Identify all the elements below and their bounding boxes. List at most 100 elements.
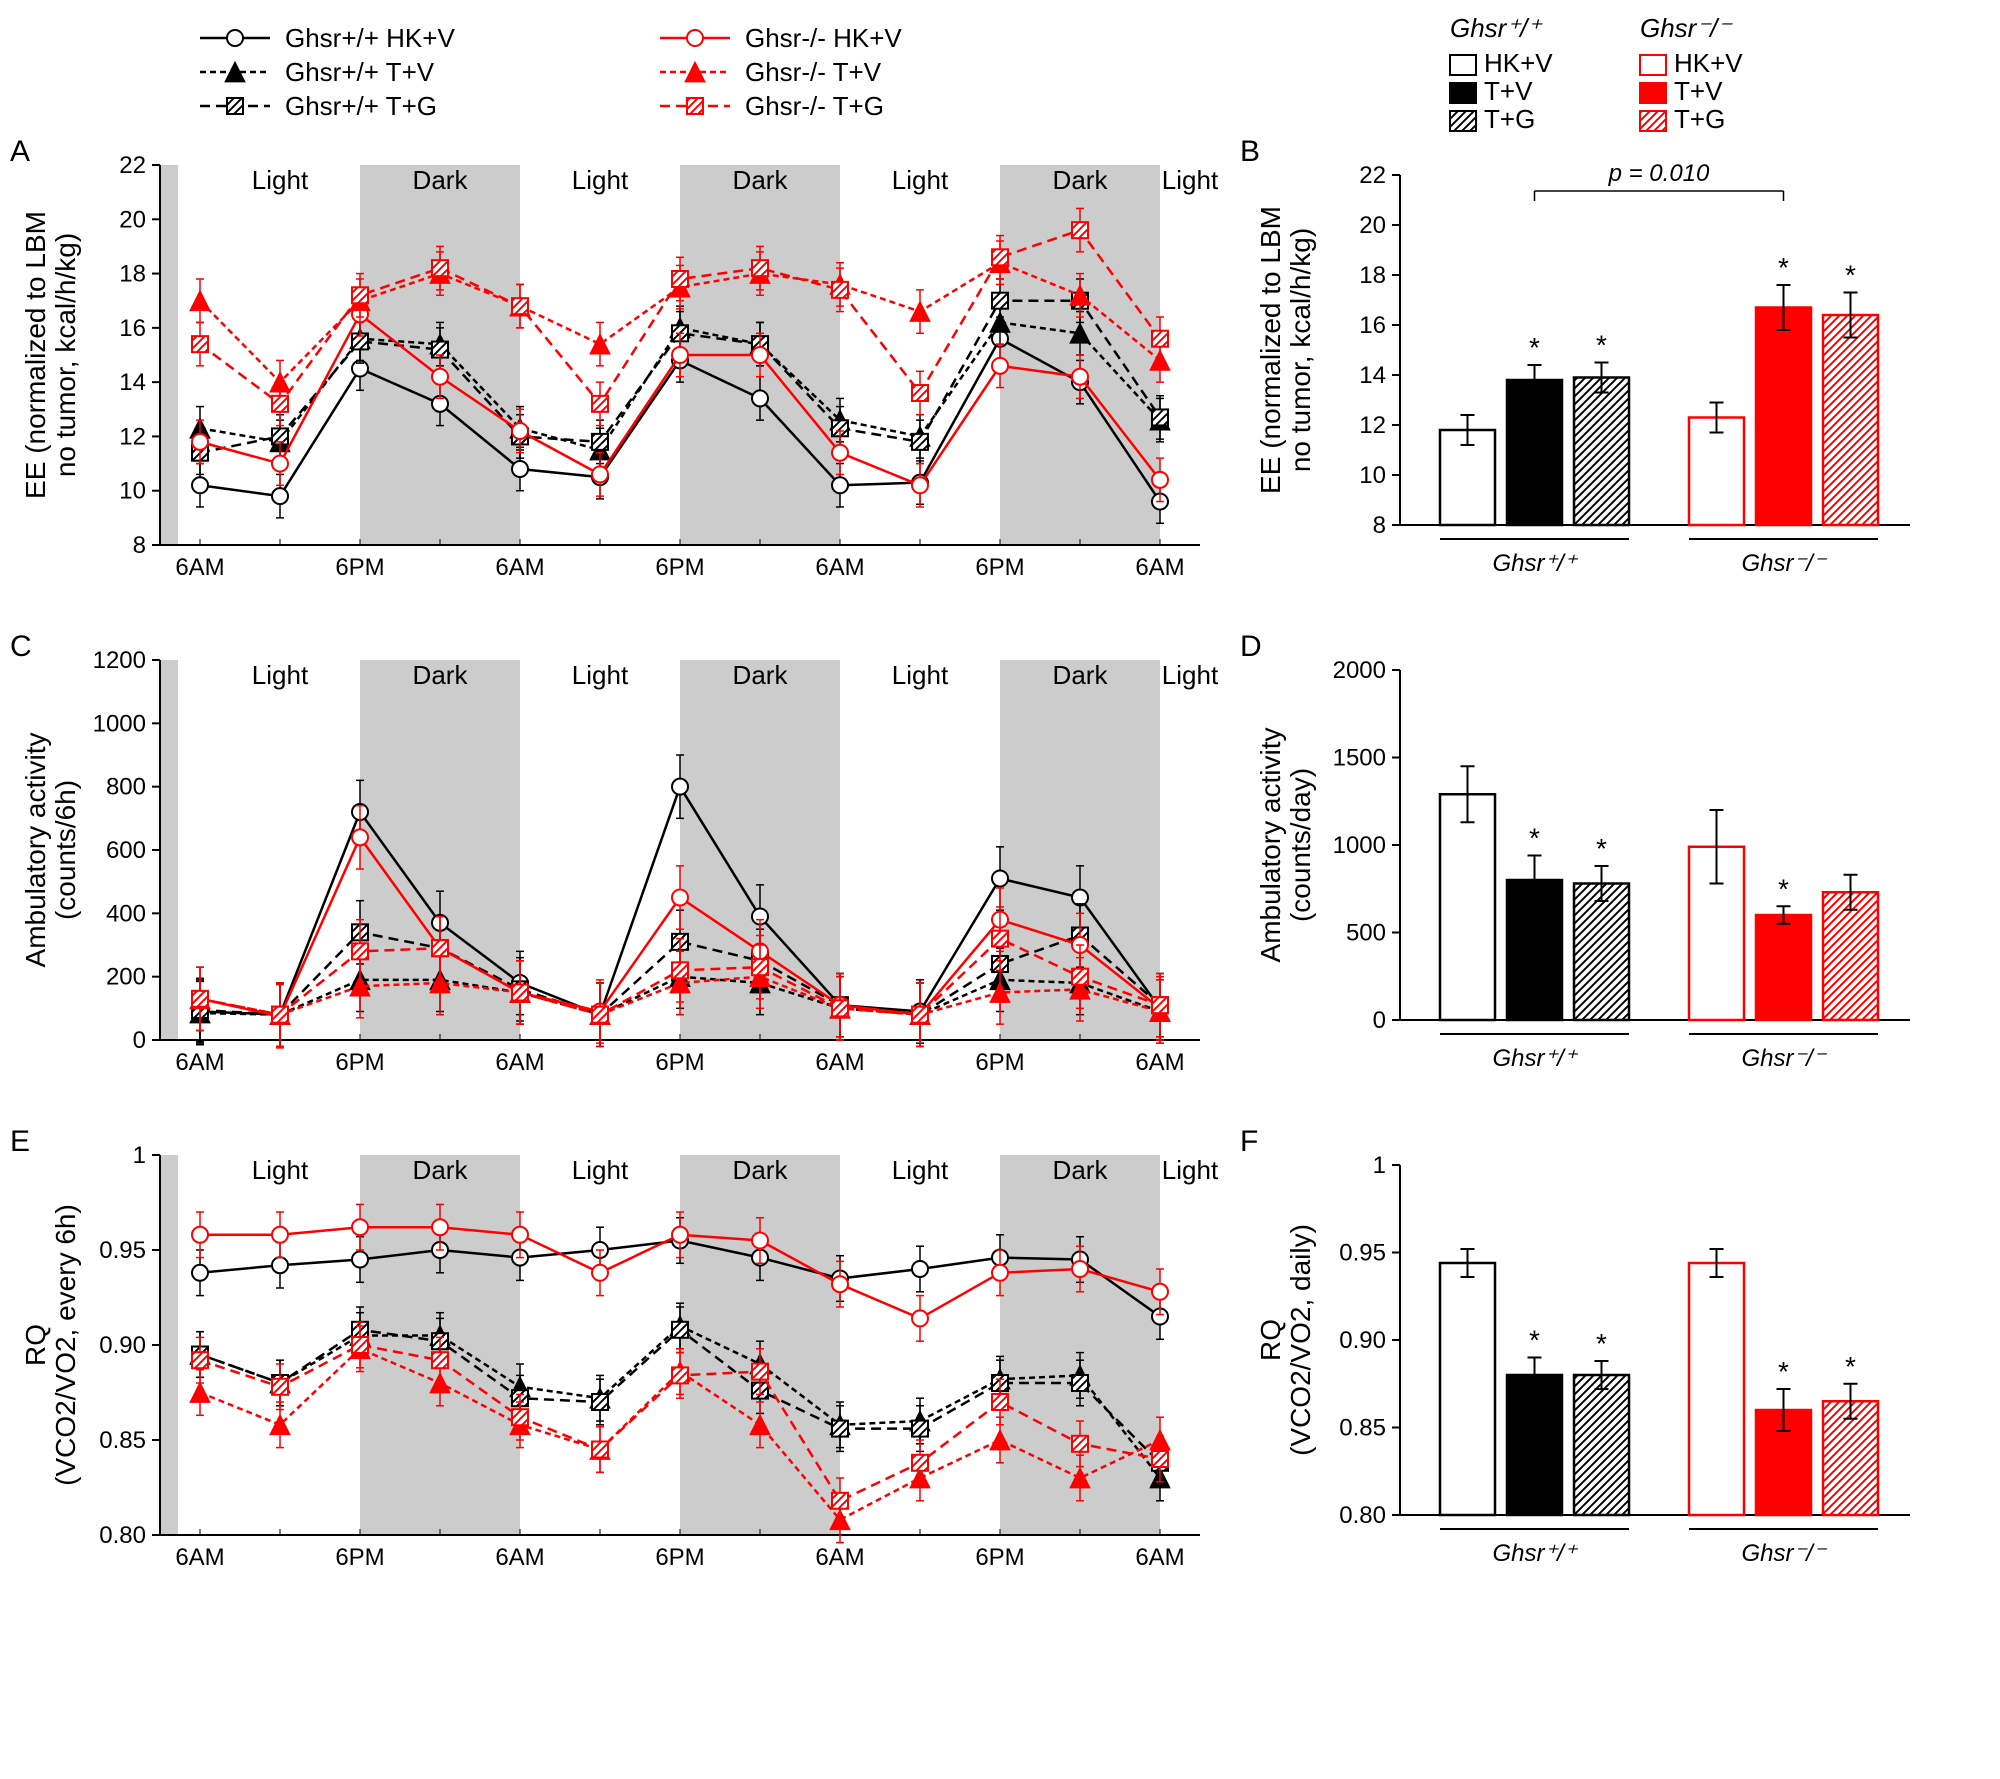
svg-text:0.90: 0.90 [99,1332,146,1359]
svg-text:HK+V: HK+V [1674,48,1743,78]
svg-text:Light: Light [252,165,309,195]
svg-text:Light: Light [572,165,629,195]
svg-text:T+G: T+G [1484,104,1535,134]
panel-label-A: A [10,135,30,169]
svg-text:8: 8 [133,532,146,559]
svg-text:6PM: 6PM [975,1544,1024,1571]
svg-text:Light: Light [252,1155,309,1185]
svg-text:Dark: Dark [733,1155,789,1185]
svg-text:Ghsr+/+ HK+V: Ghsr+/+ HK+V [285,23,455,53]
panel-label-F: F [1240,1125,1258,1159]
svg-text:0.85: 0.85 [99,1427,146,1454]
svg-text:22: 22 [119,152,146,179]
svg-text:6AM: 6AM [495,554,544,581]
svg-text:Dark: Dark [1053,1155,1109,1185]
svg-text:1000: 1000 [1333,832,1386,859]
svg-text:6AM: 6AM [1135,554,1184,581]
svg-text:0.95: 0.95 [99,1237,146,1264]
panel-B: Ghsr⁺/⁺Ghsr⁻/⁻HK+VHK+VT+VT+VT+GT+G B 810… [1250,145,1930,610]
svg-text:Ghsr⁻/⁻: Ghsr⁻/⁻ [1741,1045,1827,1072]
svg-text:6AM: 6AM [815,1049,864,1076]
svg-text:800: 800 [106,774,146,801]
svg-text:Ghsr⁻/⁻: Ghsr⁻/⁻ [1741,1540,1827,1567]
panel-F: F 0.800.850.900.951****Ghsr⁺/⁺Ghsr⁻/⁻RQ(… [1250,1135,1930,1600]
svg-text:Ghsr⁺/⁺: Ghsr⁺/⁺ [1492,1540,1578,1567]
panel-D: D 0500100015002000***Ghsr⁺/⁺Ghsr⁻/⁻Ambul… [1250,640,1930,1105]
svg-text:0.95: 0.95 [1339,1240,1386,1267]
panel-label-C: C [10,630,32,664]
svg-text:10: 10 [119,478,146,505]
svg-text:6AM: 6AM [495,1049,544,1076]
svg-text:12: 12 [1359,412,1386,439]
svg-text:Dark: Dark [1053,660,1109,690]
svg-text:0: 0 [133,1027,146,1054]
svg-text:8: 8 [1373,512,1386,539]
svg-text:Light: Light [892,660,949,690]
svg-text:22: 22 [1359,162,1386,189]
svg-text:T+V: T+V [1484,76,1533,106]
svg-text:*: * [1596,1328,1607,1359]
svg-text:Dark: Dark [733,165,789,195]
svg-text:400: 400 [106,900,146,927]
svg-text:T+V: T+V [1674,76,1723,106]
svg-text:Ghsr-/- T+V: Ghsr-/- T+V [745,57,882,87]
svg-text:18: 18 [119,261,146,288]
svg-text:6PM: 6PM [655,1049,704,1076]
svg-text:1: 1 [1373,1152,1386,1179]
svg-text:EE (normalized to LBMno tumor,: EE (normalized to LBMno tumor, kcal/h/kg… [1255,206,1316,494]
svg-text:Dark: Dark [413,660,469,690]
svg-text:Ghsr-/- HK+V: Ghsr-/- HK+V [745,23,902,53]
panel-label-E: E [10,1125,30,1159]
panel-A: A 8101214161820226AM6PM6AM6PM6AM6PM6AMLi… [20,145,1220,610]
svg-text:RQ(VCO2/VO2, every 6h): RQ(VCO2/VO2, every 6h) [20,1204,81,1486]
svg-text:2000: 2000 [1333,657,1386,684]
svg-text:1: 1 [133,1142,146,1169]
svg-text:Light: Light [892,165,949,195]
svg-text:500: 500 [1346,920,1386,947]
svg-text:6PM: 6PM [335,1049,384,1076]
svg-text:Ghsr⁺/⁺: Ghsr⁺/⁺ [1492,1045,1578,1072]
panel-label-B: B [1240,135,1260,169]
svg-text:Dark: Dark [413,165,469,195]
svg-text:Light: Light [1162,165,1219,195]
svg-text:6AM: 6AM [1135,1049,1184,1076]
svg-text:*: * [1529,1325,1540,1356]
svg-text:6PM: 6PM [975,1049,1024,1076]
svg-text:6PM: 6PM [655,554,704,581]
svg-text:*: * [1845,260,1856,291]
svg-text:0.85: 0.85 [1339,1415,1386,1442]
svg-text:16: 16 [119,315,146,342]
svg-text:1000: 1000 [93,710,146,737]
svg-text:1500: 1500 [1333,745,1386,772]
svg-text:6AM: 6AM [175,1049,224,1076]
svg-text:0.90: 0.90 [1339,1327,1386,1354]
svg-text:6PM: 6PM [335,1544,384,1571]
svg-text:600: 600 [106,837,146,864]
svg-text:Ghsr+/+ T+G: Ghsr+/+ T+G [285,91,437,121]
svg-text:Light: Light [892,1155,949,1185]
svg-text:6AM: 6AM [815,554,864,581]
svg-text:EE (normalized to LBMno tumor,: EE (normalized to LBMno tumor, kcal/h/kg… [20,211,81,499]
svg-text:Dark: Dark [1053,165,1109,195]
svg-text:Light: Light [572,1155,629,1185]
svg-text:14: 14 [119,369,146,396]
svg-text:Ambulatory activity(counts/day: Ambulatory activity(counts/day) [1255,728,1316,963]
svg-text:Light: Light [252,660,309,690]
svg-text:20: 20 [1359,212,1386,239]
svg-text:Ghsr⁻/⁻: Ghsr⁻/⁻ [1640,13,1733,43]
svg-text:RQ(VCO2/VO2, daily): RQ(VCO2/VO2, daily) [1255,1224,1316,1456]
svg-text:*: * [1596,330,1607,361]
svg-text:*: * [1845,1351,1856,1382]
svg-text:T+G: T+G [1674,104,1725,134]
svg-text:0.80: 0.80 [99,1522,146,1549]
svg-text:Dark: Dark [413,1155,469,1185]
svg-text:*: * [1529,332,1540,363]
svg-text:Ghsr-/- T+G: Ghsr-/- T+G [745,91,884,121]
figure: Ghsr+/+ HK+V Ghsr+/+ T+V Ghsr+/+ T+G Ghsr-/… [20,20,1980,1600]
svg-text:12: 12 [119,423,146,450]
svg-text:Ghsr+/+ T+V: Ghsr+/+ T+V [285,57,435,87]
svg-text:p = 0.010: p = 0.010 [1608,160,1710,187]
svg-text:*: * [1529,823,1540,854]
panel-E: E 0.800.850.900.9516AM6PM6AM6PM6AM6PM6AM… [20,1135,1220,1600]
svg-text:14: 14 [1359,362,1386,389]
